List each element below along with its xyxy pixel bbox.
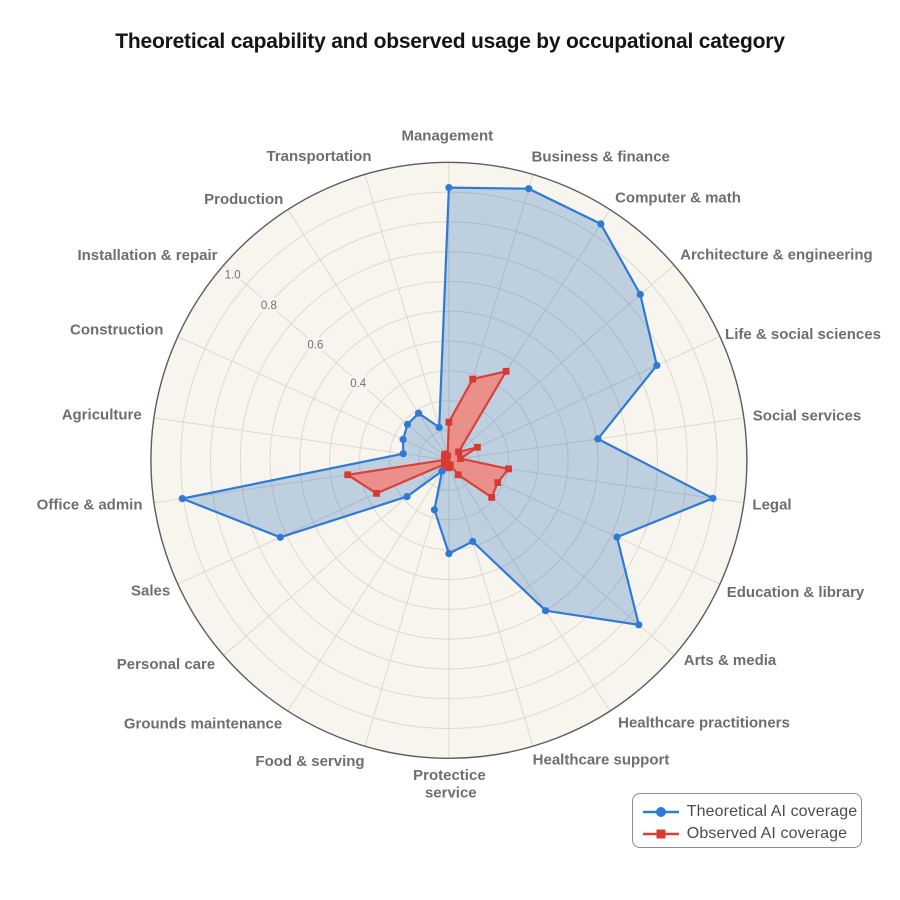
svg-text:Office & admin: Office & admin [37,496,143,513]
svg-text:0.8: 0.8 [261,300,277,312]
svg-text:Computer & math: Computer & math [615,190,741,207]
svg-text:Protectice: Protectice [413,767,486,784]
svg-text:Architecture & engineering: Architecture & engineering [680,247,873,264]
svg-text:Grounds maintenance: Grounds maintenance [124,716,282,733]
svg-text:Food & serving: Food & serving [255,753,364,770]
svg-text:Construction: Construction [70,322,163,339]
svg-text:Agriculture: Agriculture [62,407,142,424]
svg-text:Arts & media: Arts & media [684,652,777,669]
svg-text:Social services: Social services [753,408,861,425]
svg-text:Sales: Sales [131,582,170,599]
svg-text:Healthcare support: Healthcare support [533,752,670,769]
svg-text:Management: Management [401,128,493,145]
svg-text:1.0: 1.0 [225,270,241,282]
svg-text:Healthcare practitioners: Healthcare practitioners [618,715,790,732]
svg-text:Business & finance: Business & finance [532,149,670,166]
svg-text:Legal: Legal [752,497,791,514]
svg-text:Personal care: Personal care [117,656,215,673]
svg-text:Education & library: Education & library [727,584,865,601]
svg-text:0.4: 0.4 [350,378,367,390]
svg-text:0.6: 0.6 [307,339,323,351]
svg-text:service: service [425,784,477,801]
svg-text:Life & social sciences: Life & social sciences [725,326,881,343]
svg-text:Transportation: Transportation [266,148,371,165]
svg-text:Production: Production [204,191,283,208]
svg-text:Installation & repair: Installation & repair [77,247,217,264]
